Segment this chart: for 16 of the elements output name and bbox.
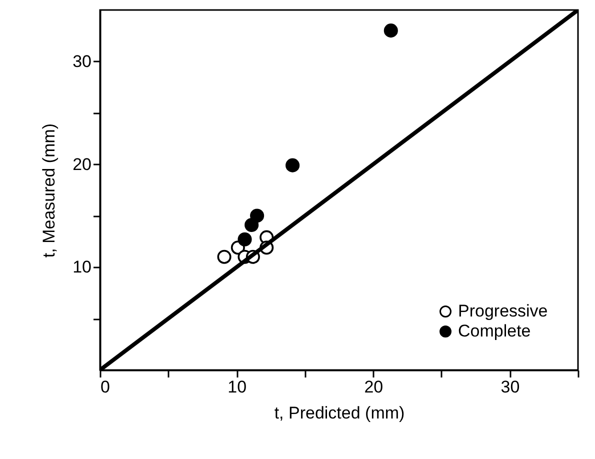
x-tick-label: 30 bbox=[500, 378, 520, 396]
x-tick-label: 20 bbox=[364, 378, 384, 396]
point bbox=[286, 158, 300, 172]
x-tick-label: 10 bbox=[228, 378, 247, 396]
y-tick-label: 30 bbox=[72, 52, 92, 71]
x-tick-label: 0 bbox=[100, 378, 110, 396]
point bbox=[384, 24, 398, 38]
x-axis-title: t, Predicted (mm) bbox=[274, 404, 405, 422]
point bbox=[250, 208, 264, 223]
legend-label: Progressive bbox=[458, 302, 548, 320]
y-tick-label: 10 bbox=[72, 258, 92, 277]
y-axis-title: t, Measured (mm) bbox=[40, 123, 59, 258]
y-tick-label: 20 bbox=[72, 154, 92, 174]
point bbox=[238, 232, 252, 246]
legend-label: Complete bbox=[458, 322, 531, 340]
point bbox=[217, 250, 232, 264]
